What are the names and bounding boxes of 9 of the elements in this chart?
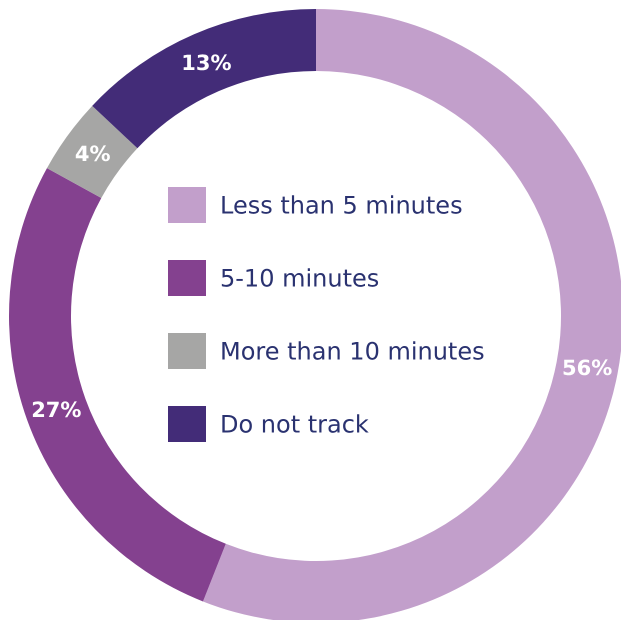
legend-label: 5-10 minutes <box>220 264 380 292</box>
legend-label: More than 10 minutes <box>220 337 485 366</box>
data-label: 56% <box>562 356 612 380</box>
legend-label: Do not track <box>220 410 369 438</box>
donut-slice <box>46 106 138 198</box>
data-label: 13% <box>181 51 232 76</box>
data-label: 27% <box>31 398 82 422</box>
data-label: 4% <box>74 142 111 166</box>
legend-label: Less than 5 minutes <box>220 191 463 220</box>
